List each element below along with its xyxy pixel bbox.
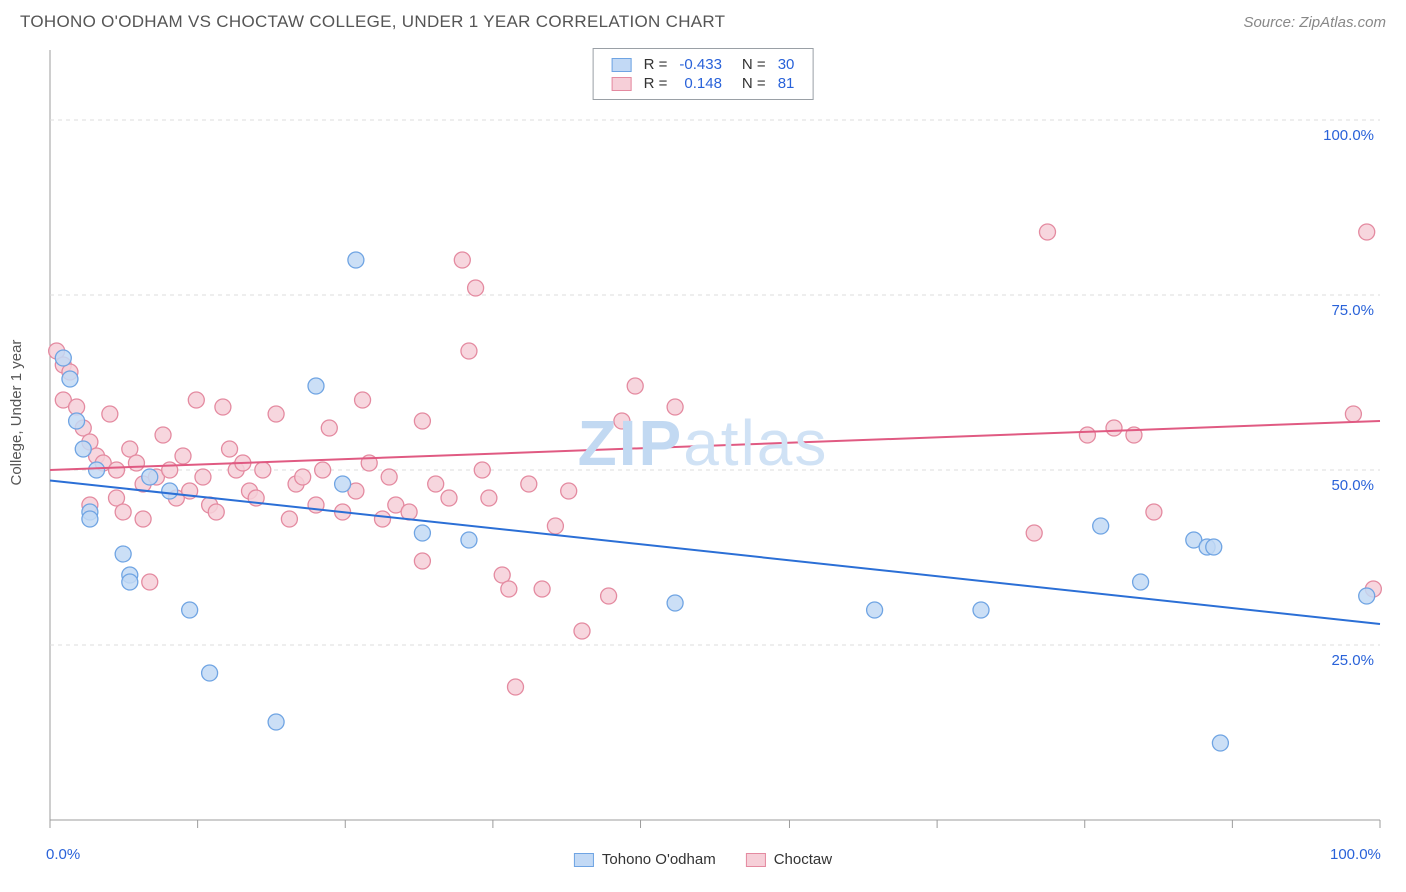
svg-text:25.0%: 25.0%	[1331, 652, 1374, 669]
svg-text:100.0%: 100.0%	[1323, 127, 1374, 144]
x-axis-min-label: 0.0%	[46, 846, 80, 863]
legend-item: Tohono O'odham	[574, 851, 716, 868]
x-axis-max-label: 100.0%	[1330, 846, 1381, 863]
legend-item: Choctaw	[746, 851, 832, 868]
y-axis-label: College, Under 1 year	[8, 339, 25, 485]
chart-title: TOHONO O'ODHAM VS CHOCTAW COLLEGE, UNDER…	[20, 12, 725, 32]
chart-area: College, Under 1 year ZIPatlas R =-0.433…	[0, 40, 1406, 880]
svg-text:75.0%: 75.0%	[1331, 302, 1374, 319]
correlation-legend: R =-0.433N =30R =0.148N =81	[593, 48, 814, 100]
source-label: Source: ZipAtlas.com	[1243, 14, 1386, 31]
scatter-plot: 25.0% 50.0% 75.0% 100.0%	[0, 40, 1406, 850]
svg-text:50.0%: 50.0%	[1331, 477, 1374, 494]
series-legend: Tohono O'odham Choctaw	[574, 851, 832, 868]
